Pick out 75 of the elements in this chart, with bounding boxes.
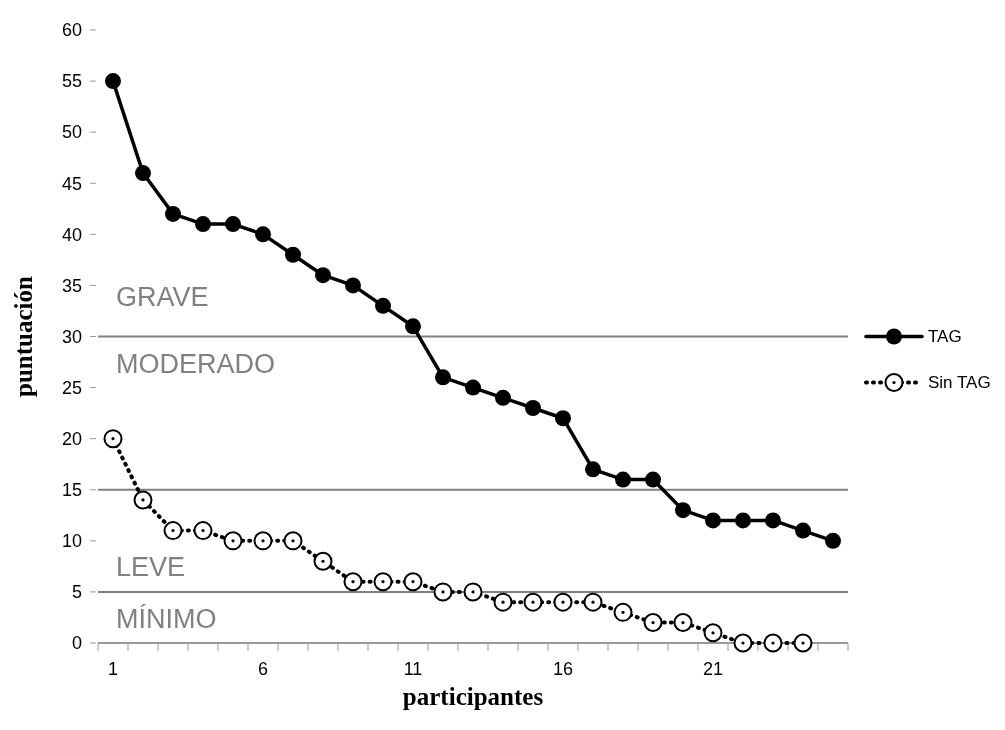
point [103, 429, 123, 449]
y-axis-title: puntuación [10, 275, 37, 397]
legend-label: Sin TAG [928, 373, 991, 393]
y-tick-label: 30 [61, 326, 82, 347]
y-tick-label: 40 [61, 224, 82, 245]
point [285, 246, 301, 263]
point [315, 267, 331, 284]
point [225, 216, 241, 233]
point [435, 369, 451, 386]
point [433, 582, 453, 602]
annotation: LEVE [116, 551, 186, 582]
x-tick-label: 16 [552, 659, 574, 679]
point [553, 592, 573, 612]
point [163, 521, 183, 541]
point [793, 633, 813, 653]
point [765, 512, 781, 529]
point [405, 318, 421, 335]
y-tick-label: 35 [61, 275, 82, 296]
point [313, 551, 333, 571]
y-tick-label: 15 [61, 480, 82, 501]
point [733, 633, 753, 653]
y-tick-label: 60 [61, 20, 82, 41]
x-tick-label: 1 [107, 659, 119, 679]
y-tick-label: 50 [61, 122, 82, 143]
x-axis-title: participantes [402, 683, 544, 710]
annotation: MÍNIMO [116, 603, 217, 634]
point [825, 532, 841, 549]
point [523, 592, 543, 612]
point [133, 490, 153, 510]
point [283, 531, 303, 551]
x-tick-label: 11 [403, 659, 423, 679]
point [795, 522, 811, 539]
y-tick-label: 0 [71, 633, 82, 654]
x-tick-label: 21 [702, 659, 724, 679]
x-tick-label: 6 [257, 659, 269, 679]
y-tick-label: 5 [71, 582, 82, 603]
point [223, 531, 243, 551]
point [585, 461, 601, 478]
point [375, 297, 391, 314]
point [643, 613, 663, 633]
annotation: MODERADO [116, 349, 276, 380]
y-tick-label: 45 [61, 173, 82, 194]
point [583, 592, 603, 612]
y-tick-label: 55 [61, 71, 82, 92]
point [105, 73, 121, 90]
point [195, 216, 211, 233]
point [135, 165, 151, 182]
y-tick-label: 25 [61, 377, 82, 398]
point [673, 613, 693, 633]
point [675, 502, 691, 519]
point [343, 572, 363, 592]
point [465, 379, 481, 396]
point [493, 592, 513, 612]
point [555, 410, 571, 427]
point [613, 602, 633, 622]
point [165, 205, 181, 222]
legend-label: TAG [928, 327, 962, 347]
point [255, 226, 271, 243]
point [703, 623, 723, 643]
y-tick-label: 20 [61, 428, 82, 449]
point [463, 582, 483, 602]
point [253, 531, 273, 551]
point [525, 400, 541, 417]
point [403, 572, 423, 592]
y-tick-label: 10 [61, 531, 82, 552]
point [735, 512, 751, 529]
point [763, 633, 783, 653]
point [373, 572, 393, 592]
point [345, 277, 361, 294]
point [495, 389, 511, 406]
point [645, 471, 661, 488]
point [615, 471, 631, 488]
point [193, 521, 213, 541]
point [705, 512, 721, 529]
annotation: GRAVE [116, 281, 209, 312]
